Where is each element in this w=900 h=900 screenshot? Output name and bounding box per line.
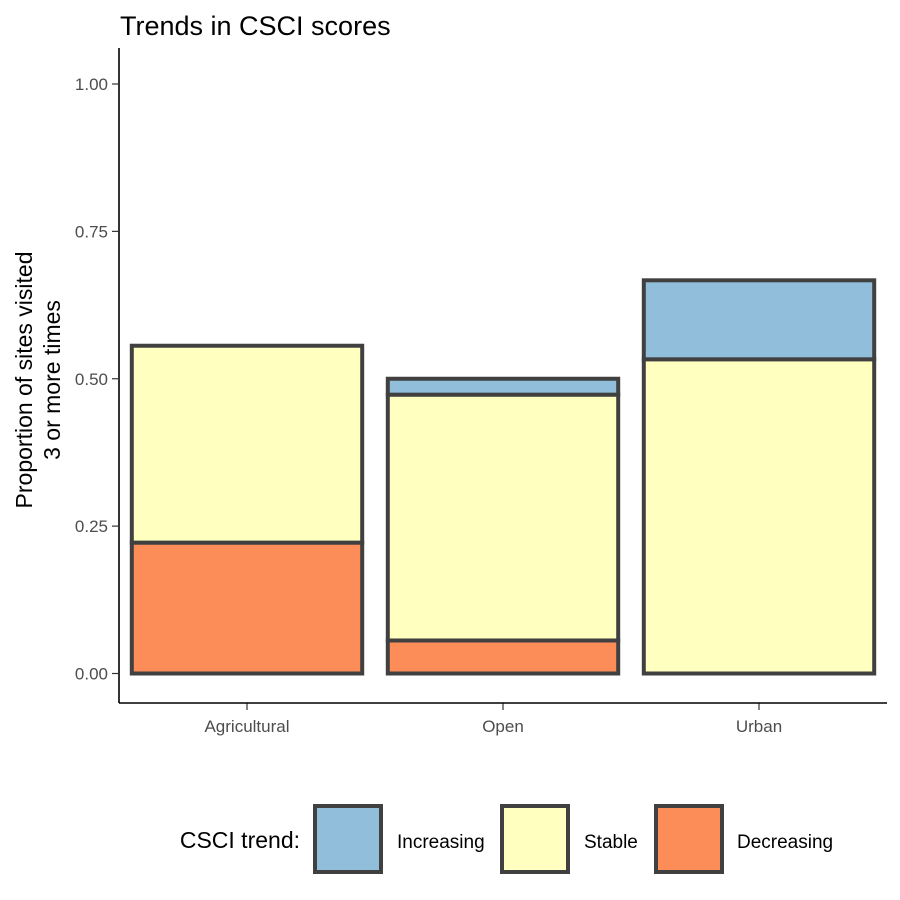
- legend-title: CSCI trend:: [180, 827, 300, 853]
- legend: CSCI trend: Increasing Stable Decreasing: [180, 804, 833, 874]
- y-tick-label: 0.75: [75, 222, 108, 241]
- bar-segment-open-increasing: [385, 376, 621, 397]
- chart-title: Trends in CSCI scores: [120, 11, 391, 41]
- x-tick-label-urban: Urban: [736, 717, 782, 736]
- y-axis-title-line-2: 3 or more times: [39, 300, 65, 460]
- bar-segment-agricultural-stable: [129, 343, 365, 545]
- y-axis: 0.00 0.25 0.50 0.75 1.00: [75, 48, 120, 703]
- x-axis: Agricultural Open Urban: [119, 702, 887, 736]
- bar-segment-open-stable: [385, 392, 621, 643]
- legend-label-increasing: Increasing: [397, 832, 485, 853]
- y-tick-label: 1.00: [75, 75, 108, 94]
- bar-segment-urban-stable: [641, 357, 877, 676]
- y-tick-label: 0.50: [75, 370, 108, 389]
- x-tick-label-agricultural: Agricultural: [204, 717, 289, 736]
- legend-key-stable: [500, 804, 570, 874]
- x-tick-label-open: Open: [482, 717, 524, 736]
- legend-label-decreasing: Decreasing: [737, 832, 833, 853]
- bar-segment-urban-increasing: [641, 278, 877, 362]
- legend-key-decreasing: [654, 804, 724, 874]
- bar-segment-open-decreasing: [385, 638, 621, 676]
- legend-label-stable: Stable: [584, 832, 638, 853]
- y-tick-label: 0.25: [75, 517, 108, 536]
- legend-key-increasing: [313, 804, 383, 874]
- y-tick-label: 0.00: [75, 665, 108, 684]
- y-axis-title-line-1: Proportion of sites visited: [11, 252, 37, 509]
- bars-group: [129, 278, 877, 676]
- bar-segment-agricultural-decreasing: [129, 540, 365, 676]
